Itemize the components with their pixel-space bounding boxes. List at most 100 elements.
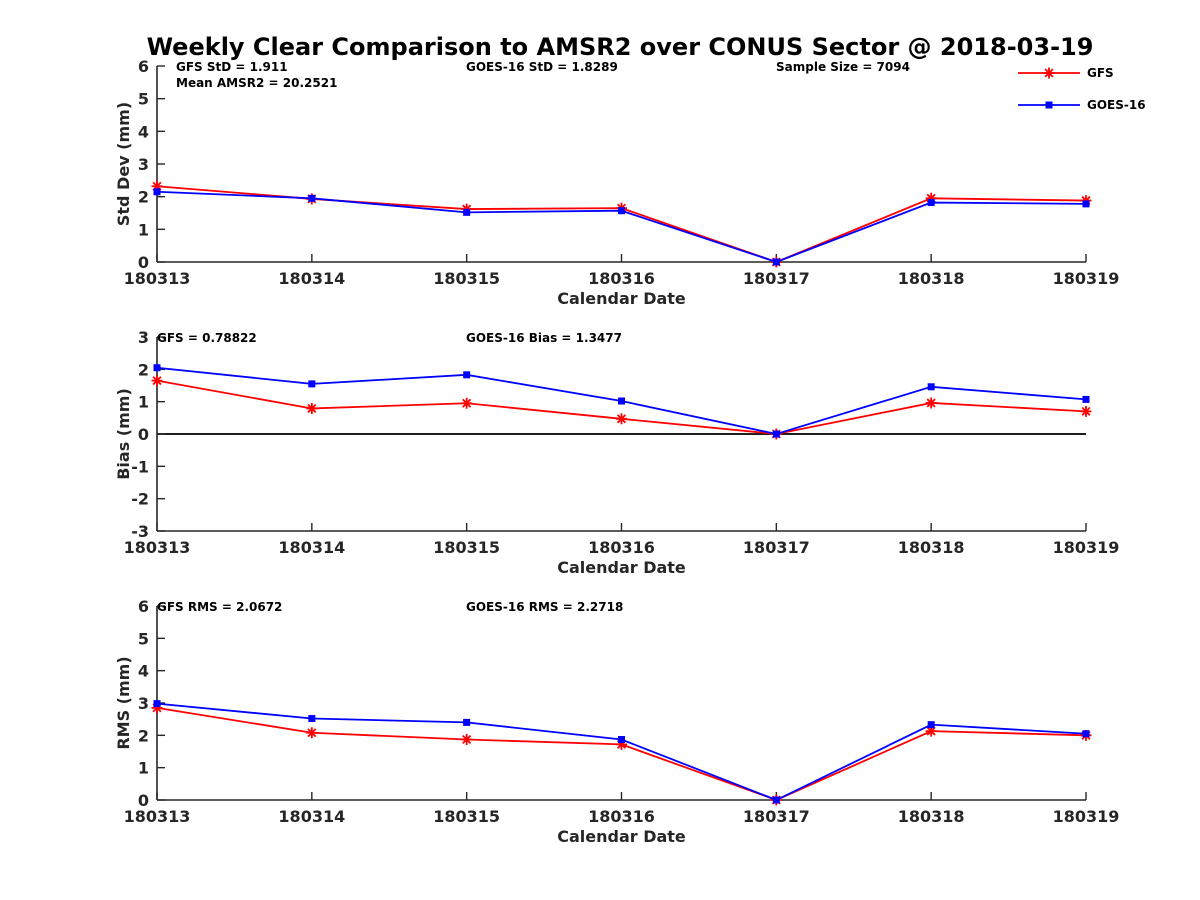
data-point-goes-16 [1082,200,1090,208]
stat-annotation: GFS = 0.78822 [157,331,257,345]
y-tick-label: 2 [138,726,149,745]
x-tick-label: 180317 [743,269,810,288]
data-point-gfs [616,738,627,750]
data-point-gfs [461,397,473,409]
x-axis-label: Calendar Date [557,289,686,308]
y-tick-label: 5 [138,90,149,109]
data-point-goes-16 [463,208,471,216]
data-point-gfs [616,413,627,425]
y-tick-label: 1 [138,220,149,239]
y-tick-label: 2 [138,188,149,207]
legend-marker-gfs [1043,67,1055,79]
y-tick-label: 3 [138,694,149,713]
legend-label-gfs: GFS [1087,66,1114,80]
data-point-goes-16 [308,380,316,388]
y-tick-label: -1 [131,457,149,476]
x-tick-label: 180317 [743,538,810,557]
data-point-goes-16 [1082,730,1090,738]
data-point-goes-16 [618,397,625,405]
data-point-goes-16 [463,718,471,726]
data-point-gfs [306,727,318,739]
x-tick-label: 180316 [588,538,655,557]
x-tick-label: 180314 [278,538,345,557]
x-tick-label: 180314 [278,269,345,288]
plot-panels: 0 1 2 3 4 5 6 180313 180314 180315 180316 180317 180… [114,57,1119,846]
data-point-gfs [925,725,937,737]
data-point-gfs [151,702,163,714]
y-axis-label: Std Dev (mm) [114,102,133,226]
stat-annotation: GOES-16 StD = 1.8289 [466,60,618,74]
data-point-gfs [461,734,473,746]
legend: GFS GOES-16 [1018,66,1146,112]
x-tick-label: 180318 [898,807,965,826]
x-tick-label: 180319 [1053,538,1120,557]
data-point-gfs [925,192,937,204]
data-point-goes-16 [153,188,161,196]
y-tick-label: 0 [138,791,149,810]
stat-annotation: GOES-16 Bias = 1.3477 [466,331,622,345]
y-axis-label: Bias (mm) [114,388,133,480]
y-tick-label: 4 [138,122,149,141]
x-tick-label: 180318 [898,269,965,288]
data-point-goes-16 [618,207,625,215]
panel-3: 0 1 2 3 4 5 6 180313 180314 180315 180316 180317 180… [114,597,1119,846]
x-tick-label: 180319 [1053,269,1120,288]
y-tick-label: -2 [131,490,149,509]
x-axis-label: Calendar Date [557,558,686,577]
data-point-goes-16 [772,258,780,266]
data-point-goes-16 [1082,395,1090,403]
x-tick-label: 180315 [433,807,500,826]
data-point-goes-16 [308,194,316,202]
x-tick-label: 180316 [588,269,655,288]
stat-annotation: GOES-16 RMS = 2.2718 [466,600,623,614]
x-tick-label: 180316 [588,807,655,826]
y-tick-label: 3 [138,328,149,347]
data-point-goes-16 [772,796,780,804]
stat-annotation: Sample Size = 7094 [776,60,910,74]
x-tick-label: 180314 [278,807,345,826]
stat-annotation: GFS RMS = 2.0672 [157,600,282,614]
data-point-goes-16 [463,371,471,379]
y-tick-label: 6 [138,597,149,616]
y-tick-label: 4 [138,662,149,681]
y-tick-label: 0 [138,253,149,272]
x-tick-label: 180313 [124,538,191,557]
legend-label-goes-16: GOES-16 [1087,98,1146,112]
panel-2: -3 -2 -1 0 1 2 3 180313 180314 180315 180316 180317… [114,328,1119,577]
data-point-goes-16 [153,700,161,708]
figure-title: Weekly Clear Comparison to AMSR2 over CO… [147,33,1094,61]
y-tick-label: 1 [138,393,149,412]
y-axis-label: RMS (mm) [114,656,133,749]
stat-annotation: Mean AMSR2 = 20.2521 [176,76,337,90]
x-axis-label: Calendar Date [557,827,686,846]
y-tick-label: 6 [138,57,149,76]
y-tick-label: 3 [138,155,149,174]
y-tick-label: -3 [131,522,149,541]
y-tick-label: 5 [138,629,149,648]
y-tick-label: 0 [138,425,149,444]
data-point-gfs [1080,405,1092,417]
data-point-goes-16 [927,383,935,391]
data-point-goes-16 [772,430,780,438]
panel-1: 0 1 2 3 4 5 6 180313 180314 180315 180316 180317 180… [114,57,1119,308]
stat-annotation: GFS StD = 1.911 [176,60,288,74]
data-point-goes-16 [308,715,316,723]
data-point-goes-16 [927,199,935,207]
x-tick-label: 180313 [124,269,191,288]
data-point-goes-16 [927,721,935,729]
x-tick-label: 180319 [1053,807,1120,826]
data-point-goes-16 [153,364,161,372]
y-tick-label: 1 [138,759,149,778]
data-point-gfs [306,402,318,414]
x-tick-label: 180313 [124,807,191,826]
data-point-goes-16 [618,736,625,744]
data-point-gfs [925,397,937,409]
legend-marker-goes-16 [1045,101,1053,109]
y-tick-label: 2 [138,360,149,379]
data-point-gfs [151,180,163,192]
x-tick-label: 180315 [433,538,500,557]
x-tick-label: 180317 [743,807,810,826]
x-tick-label: 180315 [433,269,500,288]
